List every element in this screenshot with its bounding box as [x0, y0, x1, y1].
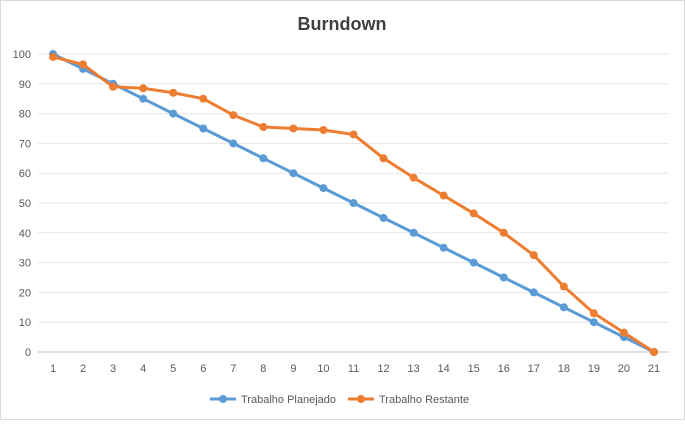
data-point — [259, 123, 268, 132]
data-point — [79, 60, 88, 69]
data-point — [139, 94, 148, 103]
x-tick-label: 3 — [110, 363, 116, 375]
y-tick-label: 50 — [19, 198, 31, 210]
data-point — [349, 130, 358, 139]
x-axis-ticks: 1 2 3 4 5 6 7 8 9 10 11 12 13 14 15 16 17 18 19 20 21 — [50, 363, 660, 375]
series-2 — [49, 52, 658, 356]
x-tick-label: 17 — [528, 363, 540, 375]
x-tick-label: 14 — [438, 363, 450, 375]
y-tick-label: 90 — [19, 79, 31, 91]
data-point — [319, 125, 328, 134]
chart-title: Burndown — [298, 14, 387, 34]
legend-item: Trabalho Restante — [348, 394, 469, 406]
data-point — [169, 109, 178, 118]
x-tick-label: 19 — [588, 363, 600, 375]
y-tick-label: 20 — [19, 287, 31, 299]
data-point — [289, 169, 298, 178]
x-tick-label: 21 — [648, 363, 660, 375]
data-point — [439, 191, 448, 200]
data-point — [289, 124, 298, 133]
x-tick-label: 5 — [170, 363, 176, 375]
y-tick-label: 60 — [19, 168, 31, 180]
data-point — [559, 282, 568, 291]
x-tick-label: 9 — [290, 363, 296, 375]
legend-swatch-marker — [219, 395, 227, 403]
legend: Trabalho Planejado Trabalho Restante — [210, 394, 469, 406]
x-tick-label: 12 — [377, 363, 389, 375]
data-point — [169, 88, 178, 97]
data-point — [619, 328, 628, 337]
data-point — [589, 318, 598, 327]
data-point — [529, 288, 538, 297]
series-lines — [49, 50, 658, 356]
data-point — [409, 173, 418, 182]
legend-label: Trabalho Planejado — [241, 394, 336, 406]
data-point — [379, 213, 388, 222]
y-tick-label: 10 — [19, 317, 31, 329]
x-tick-label: 8 — [260, 363, 266, 375]
data-point — [349, 199, 358, 207]
x-tick-label: 2 — [80, 363, 86, 375]
data-point — [229, 111, 238, 120]
x-tick-label: 18 — [558, 363, 570, 375]
data-point — [199, 94, 208, 103]
data-point — [199, 124, 208, 133]
y-tick-label: 80 — [19, 109, 31, 121]
y-tick-label: 100 — [13, 49, 31, 61]
x-tick-label: 6 — [200, 363, 206, 375]
data-point — [439, 243, 448, 252]
data-point — [259, 154, 268, 163]
y-axis-ticks: 0 10 20 30 40 50 60 70 80 90 100 — [13, 49, 31, 359]
data-point — [499, 273, 508, 282]
legend-label: Trabalho Restante — [379, 394, 469, 406]
data-point — [469, 209, 478, 218]
data-point — [109, 82, 118, 91]
x-tick-label: 4 — [140, 363, 146, 375]
x-tick-label: 7 — [230, 363, 236, 375]
data-point — [319, 184, 328, 193]
legend-item: Trabalho Planejado — [210, 394, 336, 406]
data-point — [409, 228, 418, 237]
data-point — [229, 139, 238, 148]
data-point — [559, 303, 568, 312]
data-point — [649, 348, 658, 356]
x-tick-label: 13 — [407, 363, 419, 375]
data-point — [49, 52, 58, 61]
x-tick-label: 20 — [618, 363, 630, 375]
legend-swatch-marker — [357, 395, 365, 403]
x-tick-label: 11 — [348, 363, 359, 375]
data-point — [379, 154, 388, 163]
data-point — [469, 258, 478, 267]
y-tick-label: 0 — [25, 347, 31, 359]
y-tick-label: 30 — [19, 258, 31, 270]
y-tick-label: 40 — [19, 228, 31, 240]
data-point — [589, 309, 598, 318]
y-tick-label: 70 — [19, 138, 31, 150]
data-point — [529, 251, 538, 260]
x-tick-label: 10 — [317, 363, 329, 375]
x-tick-label: 16 — [498, 363, 510, 375]
x-tick-label: 15 — [468, 363, 480, 375]
data-point — [139, 84, 148, 93]
x-tick-label: 1 — [50, 363, 56, 375]
data-point — [499, 228, 508, 237]
